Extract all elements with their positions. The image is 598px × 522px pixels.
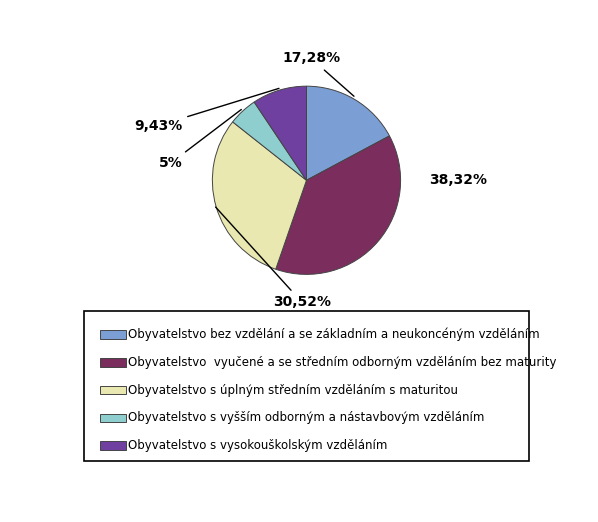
Bar (100, 442, 126, 450)
Bar (100, 413, 126, 422)
Wedge shape (306, 86, 389, 180)
Wedge shape (254, 86, 307, 180)
Text: 30,52%: 30,52% (215, 207, 331, 309)
Text: Obyvatelstvo bez vzdělání a se základním a neukoncéným vzděláním: Obyvatelstvo bez vzdělání a se základním… (128, 328, 539, 341)
Bar (100, 386, 126, 395)
Bar (100, 358, 126, 366)
Text: 9,43%: 9,43% (134, 88, 279, 133)
Wedge shape (276, 136, 401, 275)
Wedge shape (212, 122, 307, 269)
Bar (100, 330, 126, 339)
Text: Obyvatelstvo s vysokouškolským vzděláním: Obyvatelstvo s vysokouškolským vzděláním (128, 439, 388, 452)
Text: Obyvatelstvo s úplným středním vzděláním s maturitou: Obyvatelstvo s úplným středním vzděláním… (128, 384, 458, 397)
Text: 17,28%: 17,28% (282, 52, 354, 96)
Text: 38,32%: 38,32% (429, 173, 487, 187)
Text: 5%: 5% (158, 110, 242, 170)
Text: Obyvatelstvo  vyučené a se středním odborným vzděláním bez maturity: Obyvatelstvo vyučené a se středním odbor… (128, 355, 557, 369)
Text: Obyvatelstvo s vyšším odborným a nástavbovým vzděláním: Obyvatelstvo s vyšším odborným a nástavb… (128, 411, 484, 424)
Wedge shape (233, 102, 307, 180)
